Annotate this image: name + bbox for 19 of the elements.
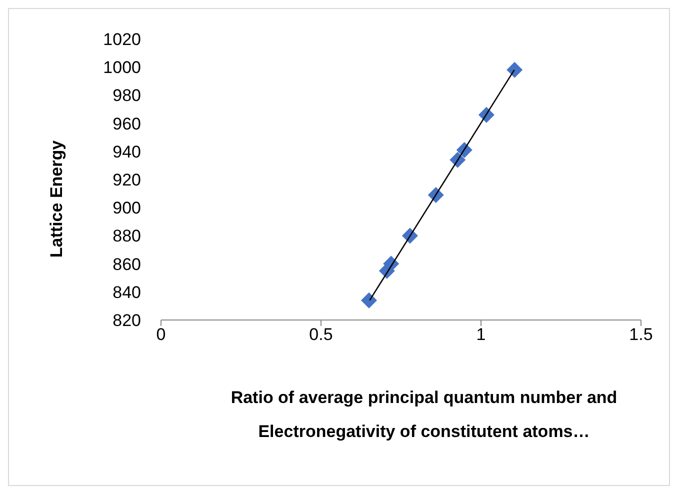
y-tick-label: 880	[112, 226, 141, 246]
y-tick-label: 840	[112, 282, 141, 302]
y-tick-label: 920	[112, 170, 141, 190]
x-axis-title: Ratio of average principal quantum number and Electronegativity of constitutent atoms…	[230, 387, 618, 443]
x-tick-label: 0	[156, 325, 166, 344]
y-tick-label: 960	[112, 114, 141, 134]
y-tick-label: 940	[112, 142, 141, 162]
y-tick-label: 900	[112, 198, 141, 218]
x-tick-label: 1.5	[629, 325, 653, 344]
y-axis-title: Lattice Energy	[47, 140, 67, 258]
x-tick-label: 1	[476, 325, 486, 344]
y-tick-label: 980	[112, 86, 141, 106]
point	[506, 62, 523, 78]
y-tick-label: 1020	[103, 30, 141, 50]
y-tick-label: 820	[112, 311, 141, 330]
y-tick-label: 860	[112, 254, 141, 274]
point	[361, 292, 377, 308]
x-tick-label: 0.5	[309, 325, 333, 344]
y-tick-label: 1000	[103, 58, 141, 78]
